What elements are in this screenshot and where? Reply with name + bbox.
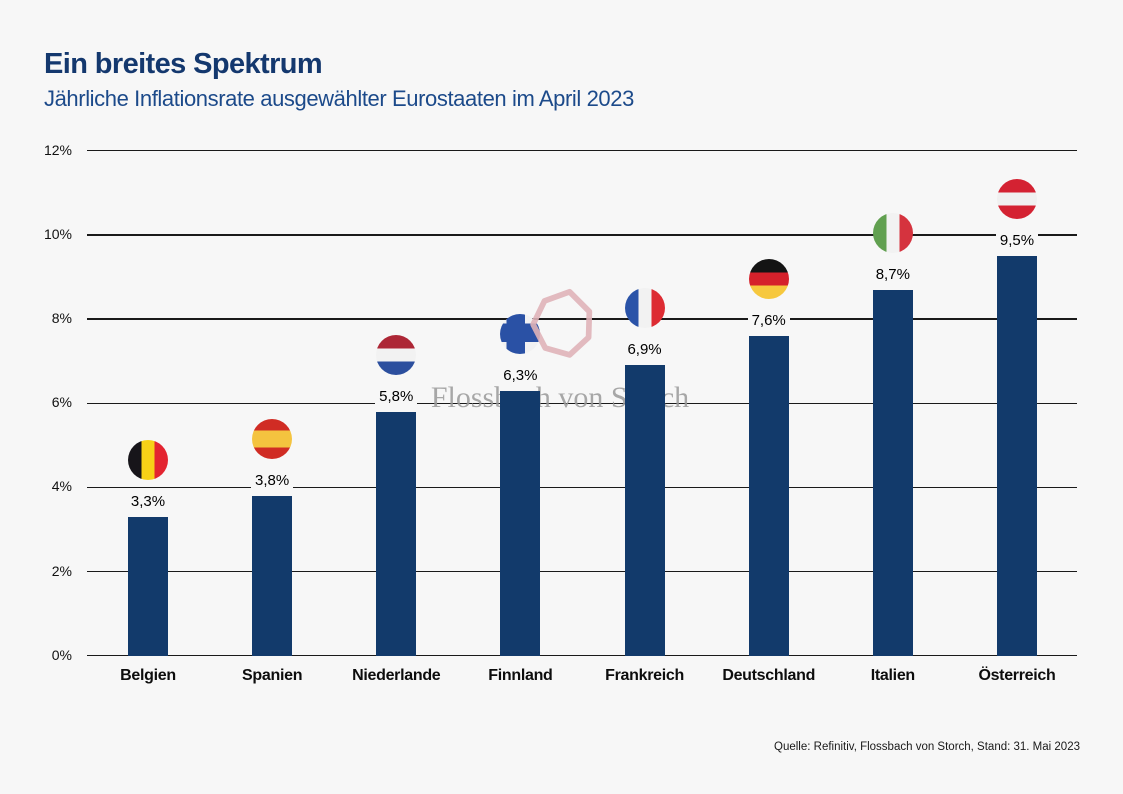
- bar-frankreich: [624, 365, 665, 656]
- x-axis-label-italien: Italien: [870, 666, 915, 684]
- gridline-0%: [87, 655, 1077, 657]
- value-label-spanien: 3,8%: [222, 471, 322, 490]
- watermark-heptagon-icon: [530, 288, 593, 358]
- y-axis-tick-label: 10%: [43, 225, 72, 242]
- bar-niederlande: [376, 411, 417, 656]
- value-text: 5,8%: [375, 387, 418, 405]
- value-label-frankreich: 6,9%: [595, 341, 695, 359]
- value-text: 9,5%: [995, 231, 1039, 249]
- gridline-2%: [87, 570, 1077, 573]
- x-axis-label-österreich: Österreich: [978, 666, 1056, 684]
- value-text: 6,9%: [623, 341, 666, 359]
- x-axis-label-niederlande: Niederlande: [352, 666, 441, 684]
- italy-flag-icon: [872, 212, 913, 253]
- value-text: 6,3%: [499, 366, 542, 384]
- page-subtitle: Jährliche Inflationsrate ausgewählter Eu…: [44, 86, 634, 111]
- y-axis-tick-label: 6%: [51, 394, 72, 411]
- page-title: Ein breites Spektrum: [44, 48, 323, 80]
- spain-flag-icon: [252, 418, 293, 459]
- y-axis-tick-label: 4%: [51, 478, 72, 495]
- gridline-4%: [87, 486, 1077, 489]
- value-label-belgien: 3,3%: [98, 492, 198, 511]
- source-note: Quelle: Refinitiv, Flossbach von Storch,…: [774, 741, 1080, 753]
- x-axis-label-finnland: Finnland: [488, 666, 553, 684]
- germany-flag-icon: [748, 258, 789, 299]
- value-label-niederlande: 5,8%: [346, 387, 446, 406]
- value-label-österreich: 9,5%: [967, 231, 1067, 250]
- bar-österreich: [996, 255, 1037, 656]
- value-text: 7,6%: [747, 311, 790, 329]
- value-text: 3,8%: [251, 471, 294, 489]
- france-flag-icon: [624, 288, 665, 329]
- bar-belgien: [128, 516, 168, 656]
- value-label-deutschland: 7,6%: [719, 311, 819, 330]
- value-label-finnland: 6,3%: [470, 366, 570, 385]
- gridline-10%: [87, 234, 1077, 236]
- gridline-8%: [87, 318, 1077, 320]
- value-label-italien: 8,7%: [843, 265, 943, 284]
- y-axis-tick-label: 0%: [51, 646, 72, 663]
- netherlands-flag-icon: [376, 334, 417, 375]
- x-axis-label-deutschland: Deutschland: [722, 666, 816, 684]
- x-axis-label-spanien: Spanien: [242, 666, 303, 684]
- austria-flag-icon: [996, 178, 1037, 219]
- bar-spanien: [252, 495, 293, 656]
- belgium-flag-icon: [128, 439, 168, 480]
- finland-flag-icon: [500, 313, 541, 354]
- bar-deutschland: [748, 335, 789, 656]
- y-axis-tick-label: 8%: [51, 310, 72, 327]
- bar-finnland: [500, 390, 541, 656]
- value-text: 3,3%: [126, 492, 170, 510]
- value-text: 8,7%: [871, 265, 914, 283]
- gridline-12%: [87, 150, 1077, 152]
- bar-italien: [872, 289, 913, 656]
- x-axis-label-frankreich: Frankreich: [605, 666, 684, 684]
- gridline-6%: [87, 402, 1077, 404]
- x-axis-label-belgien: Belgien: [120, 666, 176, 684]
- y-axis-tick-label: 12%: [43, 141, 72, 158]
- y-axis-tick-label: 2%: [51, 562, 72, 579]
